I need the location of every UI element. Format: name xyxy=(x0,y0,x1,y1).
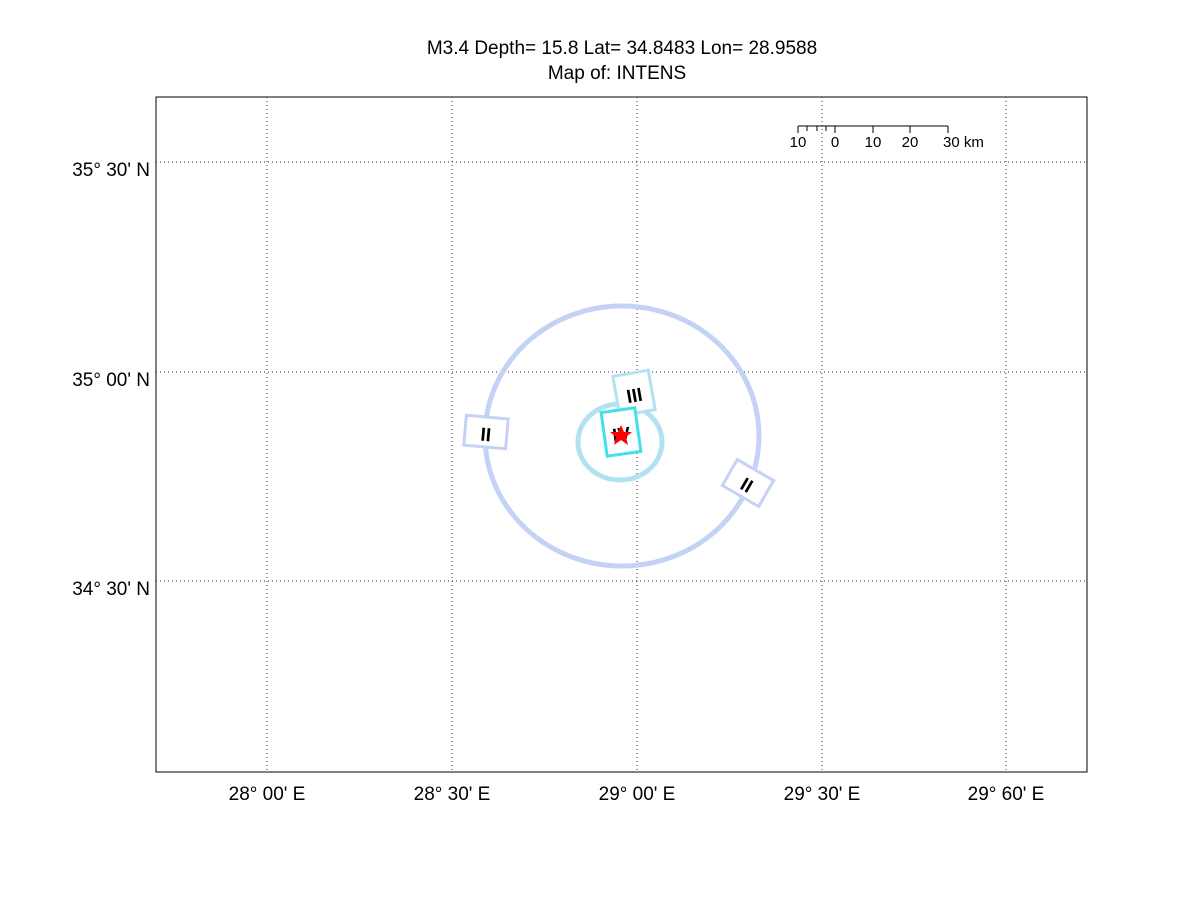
title-line: Map of: INTENS xyxy=(548,63,686,84)
y-tick-label: 34° 30' N xyxy=(72,579,150,600)
epicenter-star xyxy=(610,425,632,445)
x-tick-label: 29° 30' E xyxy=(784,784,861,805)
title-line: M3.4 Depth= 15.8 Lat= 34.8483 Lon= 28.95… xyxy=(427,38,817,59)
y-tick-label: 35° 00' N xyxy=(72,370,150,391)
scale-label: 10 xyxy=(790,134,807,151)
scale-label: 10 xyxy=(865,134,882,151)
scale-label: 20 xyxy=(902,134,919,151)
contour-label-box: II xyxy=(720,457,776,509)
scale-label: 0 xyxy=(831,134,839,151)
scale-bar xyxy=(797,125,949,133)
contour-label: II xyxy=(480,425,492,447)
contour-label: III xyxy=(625,385,644,408)
grid xyxy=(156,97,1087,772)
y-tick-labels: 35° 30' N 35° 00' N 34° 30' N xyxy=(72,160,150,600)
x-tick-label: 28° 30' E xyxy=(414,784,491,805)
y-tick-label: 35° 30' N xyxy=(72,160,150,181)
x-tick-label: 28° 00' E xyxy=(229,784,306,805)
contour-label-box: II xyxy=(462,413,510,451)
x-tick-labels: 28° 00' E 28° 30' E 29° 00' E 29° 30' E … xyxy=(229,784,1045,805)
scale-label: 30 km xyxy=(943,134,984,151)
contour-label-box: III xyxy=(611,368,657,418)
x-tick-label: 29° 00' E xyxy=(599,784,676,805)
x-tick-label: 29° 60' E xyxy=(968,784,1045,805)
